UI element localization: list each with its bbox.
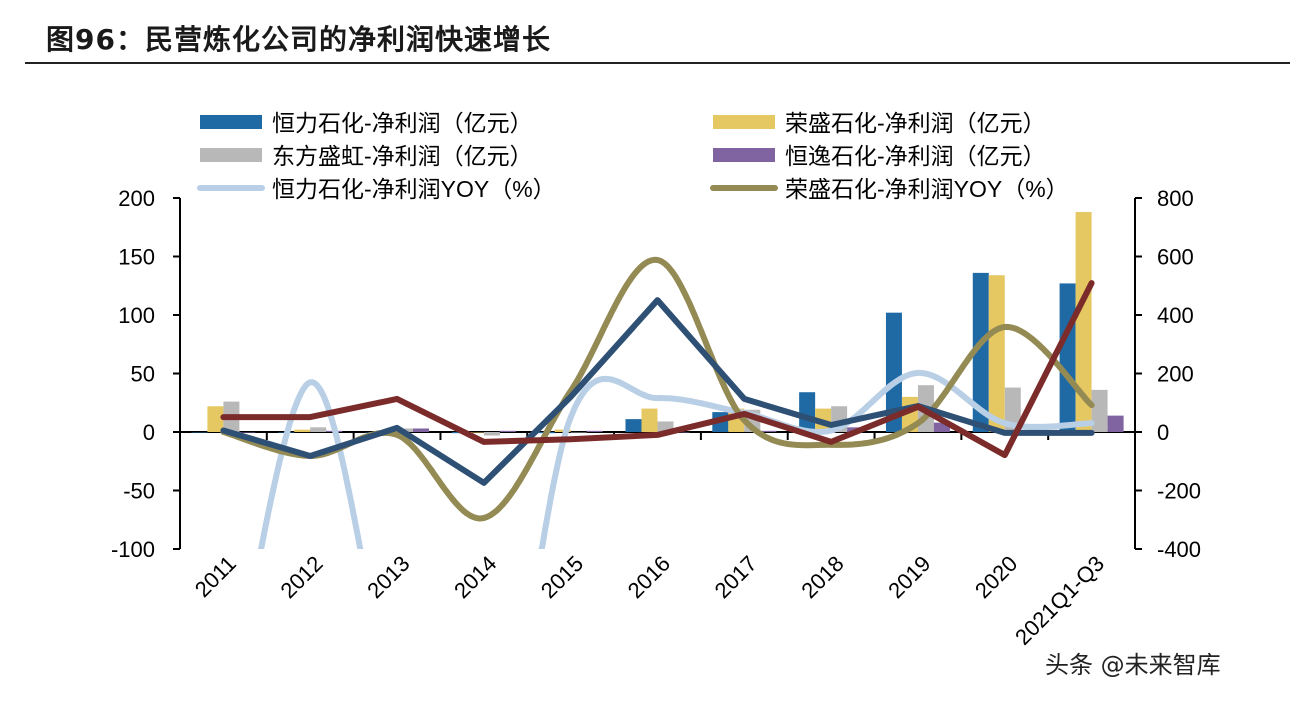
bar-1-2020 [972, 272, 989, 432]
legend-label-bar-2: 荣盛石化-净利润（亿元） [785, 110, 1046, 136]
x-tick-label: 2019 [883, 551, 935, 603]
bar-3-2020 [1004, 387, 1021, 432]
right-tick-label: 0 [1157, 420, 1169, 445]
legend-label-line-2: 荣盛石化-净利润YOY（%） [785, 176, 1069, 202]
left-tick-label: 0 [143, 420, 155, 445]
bar-2-2021Q1-Q3 [1075, 212, 1092, 432]
bar-2-2012 [294, 429, 311, 432]
bar-3-2014 [483, 432, 500, 436]
legend-swatch-bar-4 [713, 148, 775, 162]
bar-2-2020 [988, 275, 1005, 432]
bar-1-2018 [799, 392, 816, 432]
bar-2-2011 [207, 406, 224, 432]
bar-4-2017 [760, 430, 777, 432]
bar-2-2014 [467, 432, 484, 433]
figure-title: 图96：民营炼化公司的净利润快速增长 [46, 23, 551, 56]
watermark: 头条 @未来智库 [1045, 651, 1221, 679]
bar-1-2019 [885, 312, 902, 432]
line-series-4 [220, 280, 1095, 459]
bar-3-2016 [657, 421, 674, 432]
line-series-1 [257, 369, 1095, 549]
legend-label-line-1: 恒力石化-净利润YOY（%） [272, 176, 556, 202]
bar-4-2021Q1-Q3 [1107, 415, 1124, 432]
x-tick-label: 2017 [710, 551, 762, 603]
bar-1-2011 [191, 432, 208, 433]
x-tick-label: 2011 [190, 551, 241, 602]
x-tick-label: 2014 [449, 551, 501, 603]
bar-4-2013 [413, 428, 430, 432]
x-tick-label: 2016 [623, 551, 675, 603]
left-tick-label: 100 [118, 303, 155, 328]
left-tick-label: -100 [111, 537, 155, 562]
line-series-3 [220, 297, 1095, 486]
bar-4-2011 [239, 432, 256, 433]
bar-2-2016 [641, 408, 658, 432]
left-tick-label: 200 [118, 186, 155, 211]
bar-3-2012 [310, 427, 327, 432]
bar-4-2016 [673, 432, 690, 433]
x-tick-label: 2012 [275, 551, 327, 603]
x-tick-label: 2018 [796, 551, 848, 603]
bar-4-2019 [933, 422, 950, 432]
legend-label-bar-4: 恒逸石化-净利润（亿元） [785, 143, 1046, 169]
bar-4-2014 [499, 430, 516, 432]
bar-2-2015 [554, 429, 571, 432]
right-tick-label: 400 [1157, 303, 1194, 328]
x-tick-label: 2020 [970, 551, 1022, 603]
bar-1-2021Q1-Q3 [1059, 283, 1076, 432]
left-tick-label: 50 [131, 362, 155, 387]
x-tick-label: 2021Q1-Q3 [1010, 551, 1109, 650]
title-divider [25, 62, 1290, 64]
left-tick-label: -50 [123, 479, 155, 504]
right-tick-label: -200 [1157, 479, 1201, 504]
lines-group [220, 256, 1095, 549]
left-tick-label: 150 [118, 245, 155, 270]
bar-3-2021Q1-Q3 [1091, 389, 1108, 432]
legend-label-bar-3: 东方盛虹-净利润（亿元） [272, 143, 533, 169]
bar-1-2016 [625, 419, 642, 432]
legend-swatch-bar-1 [200, 115, 262, 129]
legend-swatch-bar-2 [713, 115, 775, 129]
bar-4-2015 [586, 430, 603, 432]
legend-swatch-bar-3 [200, 148, 262, 162]
right-tick-label: 200 [1157, 362, 1194, 387]
right-tick-label: 800 [1157, 186, 1194, 211]
right-tick-label: 600 [1157, 245, 1194, 270]
bar-3-2015 [570, 432, 587, 433]
right-tick-label: -400 [1157, 537, 1201, 562]
x-tick-label: 2013 [362, 551, 414, 603]
legend-label-bar-1: 恒力石化-净利润（亿元） [272, 110, 533, 136]
x-tick-label: 2015 [536, 551, 588, 603]
